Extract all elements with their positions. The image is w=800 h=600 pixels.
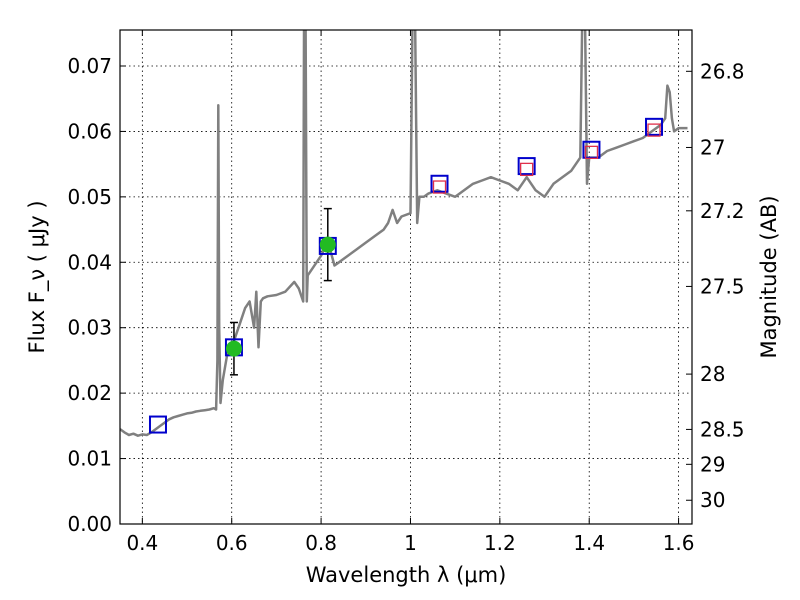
plot-frame [119, 29, 693, 525]
y-tick-label: 0.02 [67, 381, 112, 405]
axis-ticks: 0.4 0.6 0.8 1 1.2 1.4 1.6 0.00 0.01 0.02 0.03 0.04 0… [67, 30, 745, 555]
blue-square-marker [430, 174, 449, 193]
x-tick-label: 1 [404, 531, 417, 555]
blue-square-marker [517, 157, 536, 176]
x-tick-label: 1.2 [484, 531, 516, 555]
green-circle-marker [319, 236, 336, 253]
x-tick-label: 1.6 [663, 531, 695, 555]
plot-area [120, 30, 688, 437]
mag-tick-label: 27.5 [700, 274, 745, 298]
x-tick-label: 0.6 [216, 531, 248, 555]
y-tick-label: 0.00 [67, 512, 112, 536]
photometry-points [148, 117, 664, 434]
y-tick-label: 0.03 [67, 316, 112, 340]
green-circle-marker [225, 340, 242, 357]
grid [120, 30, 692, 524]
mag-tick-label: 26.8 [700, 59, 745, 83]
mag-tick-label: 30 [700, 488, 725, 512]
mag-tick-label: 29 [700, 452, 725, 476]
y-tick-label: 0.04 [67, 250, 112, 274]
x-axis-title: Wavelength λ (μm) [306, 563, 507, 587]
red-square-marker [584, 145, 599, 160]
model-spectrum-line [120, 30, 688, 437]
red-square-marker [520, 162, 534, 177]
mag-tick-label: 27.2 [700, 199, 745, 223]
y-tick-label: 0.05 [67, 185, 112, 209]
x-tick-label: 0.4 [126, 531, 158, 555]
y-axis-right-title: Magnitude (AB) [757, 195, 781, 358]
mag-tick-label: 28 [700, 362, 725, 386]
blue-square-marker [645, 117, 664, 136]
y-tick-label: 0.01 [67, 447, 112, 471]
y-tick-label: 0.06 [67, 119, 112, 143]
blue-square-marker [148, 415, 167, 434]
red-square-marker [432, 180, 447, 194]
mag-tick-label: 27 [700, 135, 725, 159]
red-square-marker [647, 123, 661, 137]
x-tick-label: 1.4 [573, 531, 605, 555]
x-tick-label: 0.8 [305, 531, 337, 555]
mag-tick-label: 28.5 [700, 417, 745, 441]
y-tick-label: 0.07 [67, 54, 112, 78]
y-axis-title: Flux F_ν ( μJy ) [25, 200, 50, 353]
